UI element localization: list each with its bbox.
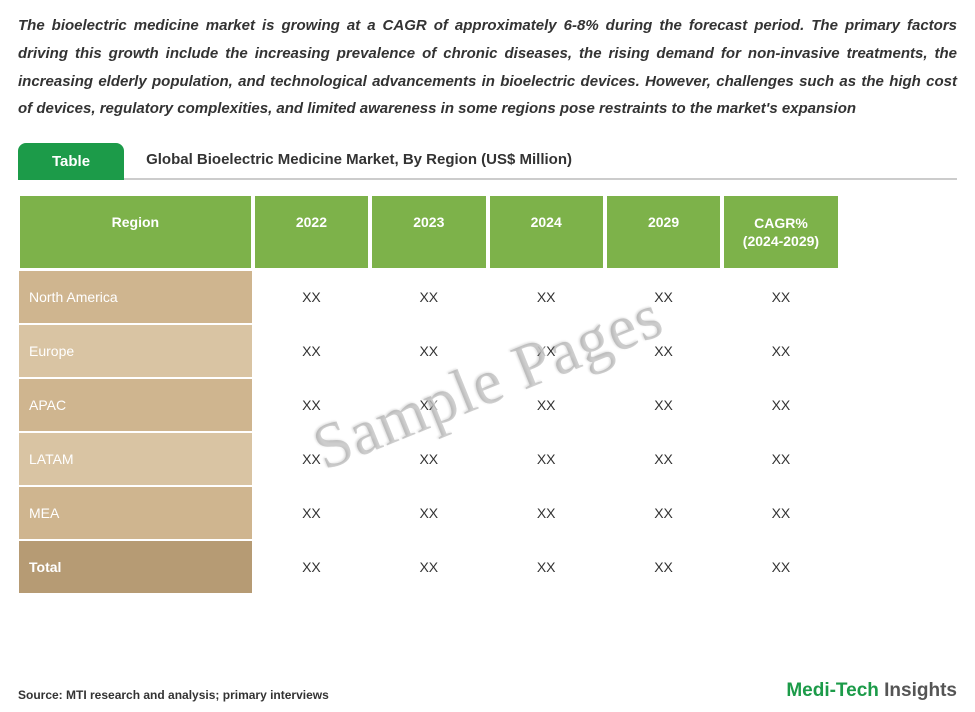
col-2022: 2022 [253, 194, 370, 270]
cell-value: XX [370, 540, 487, 594]
table-row: EuropeXXXXXXXXXX [18, 324, 957, 378]
table-row: North AmericaXXXXXXXXXX [18, 270, 957, 324]
cell-region: APAC [18, 378, 253, 432]
table-body: North AmericaXXXXXXXXXXEuropeXXXXXXXXXXA… [18, 270, 957, 594]
footer: Source: MTI research and analysis; prima… [18, 680, 957, 702]
cell-value: XX [370, 432, 487, 486]
cell-value: XX [253, 270, 370, 324]
cell-value: XX [722, 324, 839, 378]
table-row: APACXXXXXXXXXX [18, 378, 957, 432]
table-heading-bar: Table Global Bioelectric Medicine Market… [18, 141, 957, 180]
cell-value: XX [722, 432, 839, 486]
col-2029: 2029 [605, 194, 722, 270]
table-title: Global Bioelectric Medicine Market, By R… [124, 141, 957, 178]
source-text: Source: MTI research and analysis; prima… [18, 688, 329, 702]
cell-value: XX [605, 486, 722, 540]
cell-value: XX [370, 324, 487, 378]
brand-logo: Medi-Tech Insights [786, 680, 957, 702]
cell-value: XX [605, 324, 722, 378]
cell-value: XX [488, 324, 605, 378]
cell-value: XX [605, 378, 722, 432]
cell-value: XX [722, 270, 839, 324]
cell-value: XX [605, 432, 722, 486]
cell-value: XX [488, 378, 605, 432]
col-2023: 2023 [370, 194, 487, 270]
cell-value: XX [370, 270, 487, 324]
cagr-label-line2: (2024-2029) [743, 233, 819, 249]
cell-value: XX [253, 378, 370, 432]
table-tab: Table [18, 143, 124, 180]
cell-region: North America [18, 270, 253, 324]
col-region: Region [18, 194, 253, 270]
col-cagr: CAGR% (2024-2029) [722, 194, 839, 270]
cell-value: XX [370, 486, 487, 540]
cell-value: XX [722, 540, 839, 594]
table-header-row: Region 2022 2023 2024 2029 CAGR% (2024-2… [18, 194, 957, 270]
cagr-label-line1: CAGR% [754, 215, 808, 231]
cell-region: LATAM [18, 432, 253, 486]
region-table: Region 2022 2023 2024 2029 CAGR% (2024-2… [18, 194, 957, 594]
cell-value: XX [253, 486, 370, 540]
cell-region: MEA [18, 486, 253, 540]
cell-value: XX [488, 540, 605, 594]
table-row: LATAMXXXXXXXXXX [18, 432, 957, 486]
cell-value: XX [605, 270, 722, 324]
brand-main: Medi-Tech [786, 680, 879, 701]
cell-value: XX [722, 378, 839, 432]
table-row: TotalXXXXXXXXXX [18, 540, 957, 594]
cell-value: XX [253, 540, 370, 594]
cell-value: XX [488, 486, 605, 540]
cell-value: XX [253, 324, 370, 378]
cell-value: XX [370, 378, 487, 432]
table-row: MEAXXXXXXXXXX [18, 486, 957, 540]
brand-sub: Insights [879, 680, 957, 701]
cell-region: Total [18, 540, 253, 594]
cell-value: XX [722, 486, 839, 540]
cell-region: Europe [18, 324, 253, 378]
cell-value: XX [488, 432, 605, 486]
cell-value: XX [488, 270, 605, 324]
cell-value: XX [605, 540, 722, 594]
cell-value: XX [253, 432, 370, 486]
col-2024: 2024 [488, 194, 605, 270]
intro-paragraph: The bioelectric medicine market is growi… [18, 12, 957, 123]
